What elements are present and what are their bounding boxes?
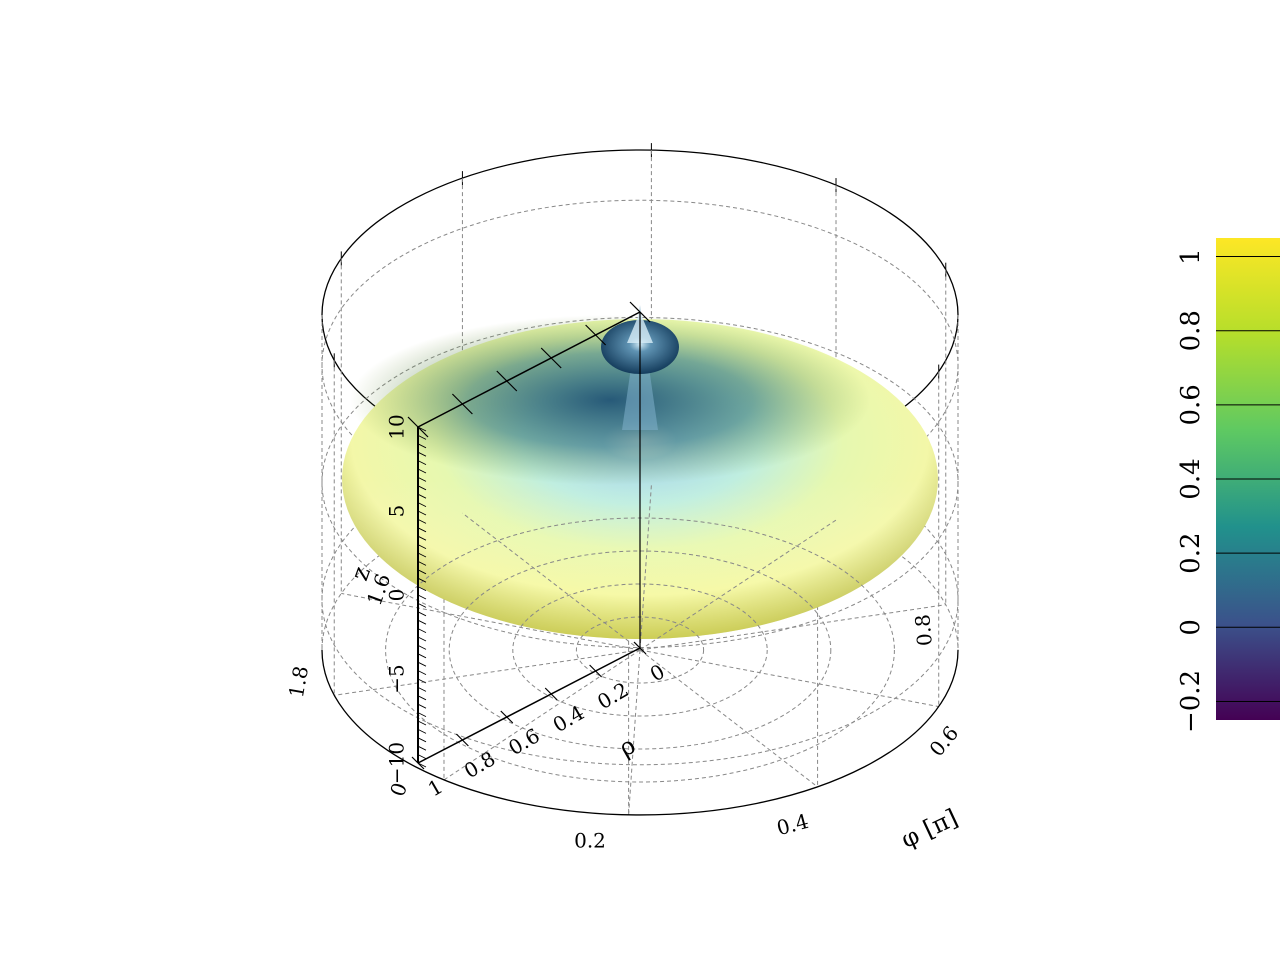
z-minor-tick <box>417 518 427 524</box>
z-minor-tick <box>417 636 427 642</box>
z-minor-tick <box>417 754 427 760</box>
rho-tick-top <box>496 370 518 392</box>
z-minor-tick <box>417 594 427 600</box>
z-minor-tick <box>417 434 427 440</box>
z-minor-tick <box>417 712 427 718</box>
rho-tick <box>633 641 647 655</box>
rho-axis-top <box>417 311 641 428</box>
phi-axis-title: φ [π] <box>897 803 962 853</box>
rho-tick <box>589 664 603 678</box>
z-minor-tick <box>417 569 427 575</box>
z-minor-tick <box>417 468 427 474</box>
z-minor-tick <box>417 493 427 499</box>
rho-tick-label: 0.6 <box>504 723 544 760</box>
grid-rho-circle <box>512 583 768 717</box>
rho-axis-title: ρ <box>614 731 640 762</box>
z-minor-tick <box>417 737 427 743</box>
z-tick-label: 10 <box>385 414 409 439</box>
z-minor-tick <box>417 728 427 734</box>
phi-tick-label: 0.6 <box>924 721 963 761</box>
z-minor-tick <box>417 720 427 726</box>
z-minor-tick <box>417 745 427 751</box>
colorbar-tick-label: 1 <box>1176 248 1206 265</box>
phi-tick-label: 0.4 <box>774 809 811 840</box>
z-minor-tick <box>417 602 427 608</box>
colorbar-tick-label: 0.2 <box>1176 532 1206 573</box>
z-minor-tick <box>417 577 427 583</box>
z-tick-label: −10 <box>385 742 409 784</box>
rho-tick-top <box>451 393 473 415</box>
z-minor-tick <box>417 510 427 516</box>
z-minor-tick <box>417 695 427 701</box>
grid-phi-radial <box>639 649 939 708</box>
z-tick-label: −5 <box>385 664 409 693</box>
phi-tick-label: 1.8 <box>284 664 313 699</box>
rho-tick <box>455 733 469 747</box>
bottom-rim-front <box>321 649 959 816</box>
z-axis-title: z <box>345 563 376 584</box>
grid-phi-radial <box>639 604 946 651</box>
rho-tick-label: 0.2 <box>593 677 633 714</box>
grid-z-ellipse <box>321 434 959 766</box>
z-minor-tick <box>417 762 427 768</box>
z-minor-tick <box>417 476 427 482</box>
z-minor-tick <box>417 485 427 491</box>
rho-tick-top <box>540 347 562 369</box>
rho-tick <box>544 687 558 701</box>
colorbar-tick-label: 0.6 <box>1176 384 1206 425</box>
z-minor-tick <box>417 426 427 432</box>
z-minor-tick <box>417 686 427 692</box>
z-minor-tick <box>417 670 427 676</box>
phi-tick-label: 0.2 <box>574 829 606 853</box>
grid-phi-radial <box>334 649 641 696</box>
grid-phi-radial <box>628 649 641 815</box>
rho-axis-line <box>417 647 641 764</box>
grid-phi-radial <box>341 592 641 651</box>
z-minor-tick <box>417 552 427 558</box>
z-minor-tick <box>417 611 427 617</box>
z-tick-label: 0 <box>385 589 409 602</box>
z-minor-tick <box>417 644 427 650</box>
colorbar-tick-label: 0.8 <box>1176 310 1206 351</box>
z-minor-tick <box>417 661 427 667</box>
z-minor-tick <box>417 586 427 592</box>
z-minor-tick <box>417 653 427 659</box>
colorbar-tick-label: −0.2 <box>1176 670 1206 733</box>
z-minor-tick <box>417 527 427 533</box>
rho-tick-label: 1 <box>424 774 447 801</box>
z-minor-tick <box>417 443 427 449</box>
rho-tick <box>500 710 514 724</box>
front-frame <box>321 301 959 816</box>
rho-tick-label: 0 <box>646 659 669 686</box>
surface-top-shade <box>350 315 870 485</box>
colorbar-tick-label: 0.4 <box>1176 458 1206 499</box>
z-minor-tick <box>417 502 427 508</box>
z-minor-tick <box>417 460 427 466</box>
colorbar-tick-label: 0 <box>1176 619 1206 636</box>
z-minor-tick <box>417 619 427 625</box>
grid-phi-radial <box>639 649 818 788</box>
grid-phi-radial <box>462 512 641 651</box>
grid-rho-circle <box>448 550 832 750</box>
z-minor-tick <box>417 535 427 541</box>
z-minor-tick <box>417 544 427 550</box>
rho-tick-label: 0.4 <box>549 700 589 737</box>
z-minor-tick <box>417 628 427 634</box>
rho-tick-top <box>585 324 607 346</box>
colorbar: −0.2 0 0.2 0.4 0.6 0.8 1 <box>1176 238 1280 733</box>
z-minor-tick <box>417 560 427 566</box>
z-minor-tick <box>417 703 427 709</box>
z-minor-tick <box>417 678 427 684</box>
z-minor-tick <box>417 451 427 457</box>
rho-tick-label: 0.8 <box>460 746 500 783</box>
rho-tick-top <box>629 301 651 323</box>
phi-tick-label: 0.8 <box>910 613 937 647</box>
z-tick-label: 5 <box>385 505 409 518</box>
